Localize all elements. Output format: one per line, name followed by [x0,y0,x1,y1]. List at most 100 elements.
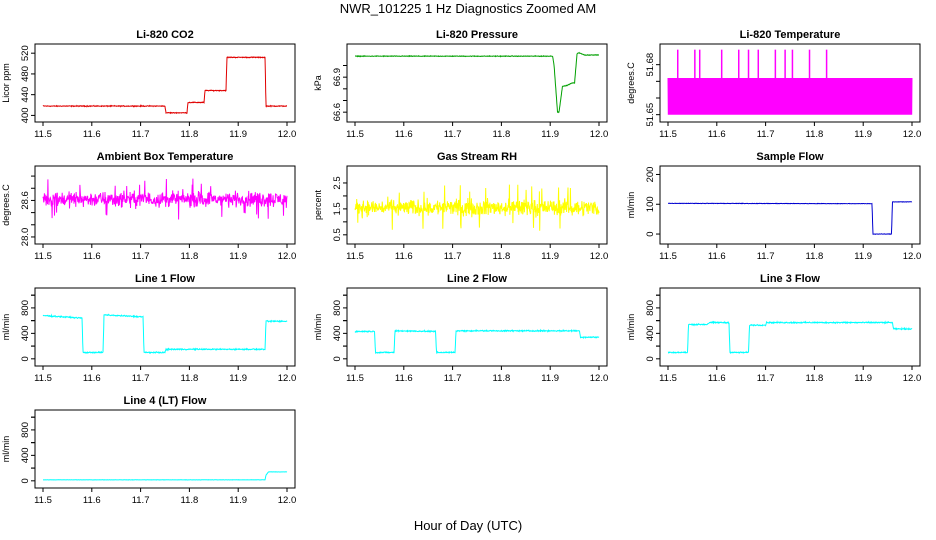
x-tick-label: 11.6 [83,495,101,506]
x-tick-label: 11.7 [132,373,150,384]
panel-line-1-flow: Line 1 Flow 11.5 11.6 11.7 11.8 11.9 12.0 0 400 8… [1,273,296,384]
x-tick-label: 12.0 [590,373,609,384]
y-tick-label: 400 [20,325,31,341]
x-tick-label: 12.0 [278,495,297,506]
y-axis-label: degrees.C [626,62,636,104]
x-tick-label: 11.8 [493,251,511,262]
x-tick-label: 12.0 [278,373,297,384]
y-axis-label: Licor ppm [1,63,11,103]
series-line [43,471,288,481]
series-line [42,56,288,115]
y-tick-label: 1.5 [332,202,343,215]
panel-ambient-box-temperature: Ambient Box Temperature 11.5 11.6 11.7 11.8 1… [1,151,296,262]
x-tick-label: 12.0 [903,373,922,384]
series-line [354,328,600,355]
x-tick-label: 11.9 [229,251,247,262]
x-tick-label: 11.5 [659,129,677,140]
series-line [667,320,913,355]
panel-li-820-co2: Li-820 CO2 11.5 11.6 11.7 11.8 11.9 12.0 400 440… [1,29,296,140]
y-tick-label: 0.5 [332,228,343,241]
series-line [355,51,599,114]
y-tick-label: 66.6 [332,103,343,122]
plot-frame [346,165,608,245]
plot-frame [34,409,296,489]
x-tick-label: 12.0 [590,251,609,262]
panel-gas-stream-rh: Gas Stream RH 11.5 11.6 11.7 11.8 11.9 12.0 0.5… [313,151,608,262]
x-tick-label: 11.8 [181,373,199,384]
x-tick-label: 11.6 [708,129,726,140]
y-tick-label: 100 [645,196,656,212]
x-tick-label: 11.7 [444,129,462,140]
x-tick-label: 11.6 [395,373,413,384]
y-axis-label: degrees.C [1,184,11,226]
x-tick-label: 11.7 [444,373,462,384]
x-tick-label: 11.8 [493,129,511,140]
y-tick-label: 28.0 [20,228,31,247]
x-tick-label: 11.9 [229,373,247,384]
x-tick-label: 11.9 [541,251,559,262]
y-axis-label: ml/min [626,314,636,341]
x-tick-label: 11.8 [806,373,824,384]
y-axis-label: ml/min [313,314,323,341]
y-tick-label: 520 [20,45,31,61]
panel-li-820-temperature: Li-820 Temperature 11.5 11.6 11.7 11.8 11.9 12… [626,29,921,140]
y-axis-label: ml/min [1,314,11,341]
y-tick-label: 66.9 [332,68,343,87]
panel-title: Li-820 CO2 [136,29,193,41]
panel-title: Li-820 Pressure [436,29,518,41]
x-tick-label: 12.0 [278,129,297,140]
series-line [667,77,913,115]
y-tick-label: 440 [20,87,31,103]
series-line [668,201,913,235]
x-tick-label: 12.0 [590,129,609,140]
x-tick-label: 11.5 [659,373,677,384]
x-tick-label: 11.7 [757,129,775,140]
x-tick-label: 11.9 [229,129,247,140]
plot-frame [34,287,296,367]
y-axis-label: ml/min [626,192,636,219]
y-tick-label: 0 [645,356,656,361]
y-tick-label: 200 [645,167,656,183]
panel-line-3-flow: Line 3 Flow 11.5 11.6 11.7 11.8 11.9 12.0 0 400 8… [626,273,921,384]
x-tick-label: 11.7 [132,251,150,262]
plot-frame [659,287,921,367]
y-tick-label: 0 [20,478,31,483]
figure-title: NWR_101225 1 Hz Diagnostics Zoomed AM [339,1,597,16]
y-tick-label: 400 [20,447,31,463]
y-axis-label: percent [313,189,323,220]
panel-title: Gas Stream RH [437,151,517,163]
x-tick-label: 11.8 [181,129,199,140]
x-tick-label: 11.8 [181,251,199,262]
plot-frame [34,165,296,245]
x-tick-label: 11.6 [83,129,101,140]
x-tick-label: 11.7 [757,373,775,384]
y-tick-label: 800 [20,422,31,438]
x-tick-label: 11.8 [181,495,199,506]
x-tick-label: 11.9 [541,373,559,384]
panel-line-2-flow: Line 2 Flow 11.5 11.6 11.7 11.8 11.9 12.0 0 400 8… [313,273,608,384]
y-tick-label: 400 [332,325,343,341]
x-tick-label: 11.5 [34,129,52,140]
x-tick-label: 11.5 [34,373,52,384]
panel-title: Line 3 Flow [760,273,820,285]
panel-line-4-lt-flow: Line 4 (LT) Flow 11.5 11.6 11.7 11.8 11.9 12.0… [1,395,296,506]
x-tick-label: 11.9 [229,495,247,506]
y-tick-label: 800 [332,300,343,316]
series-line [42,178,288,220]
y-tick-label: 480 [20,66,31,82]
x-tick-label: 12.0 [903,251,922,262]
panel-title: Li-820 Temperature [740,29,841,41]
plot-frame [346,43,608,123]
x-tick-label: 11.6 [708,373,726,384]
panel-title: Line 4 (LT) Flow [124,395,207,407]
y-tick-label: 51.65 [645,103,656,127]
panel-title: Ambient Box Temperature [97,151,234,163]
plot-frame [659,43,921,123]
panel-li-820-pressure: Li-820 Pressure 11.5 11.6 11.7 11.8 11.9 12.0 6… [313,29,608,140]
y-tick-label: 2.5 [332,176,343,189]
x-tick-label: 11.7 [444,251,462,262]
panel-title: Line 2 Flow [447,273,507,285]
y-tick-label: 0 [332,356,343,361]
y-axis-label: ml/min [1,436,11,463]
